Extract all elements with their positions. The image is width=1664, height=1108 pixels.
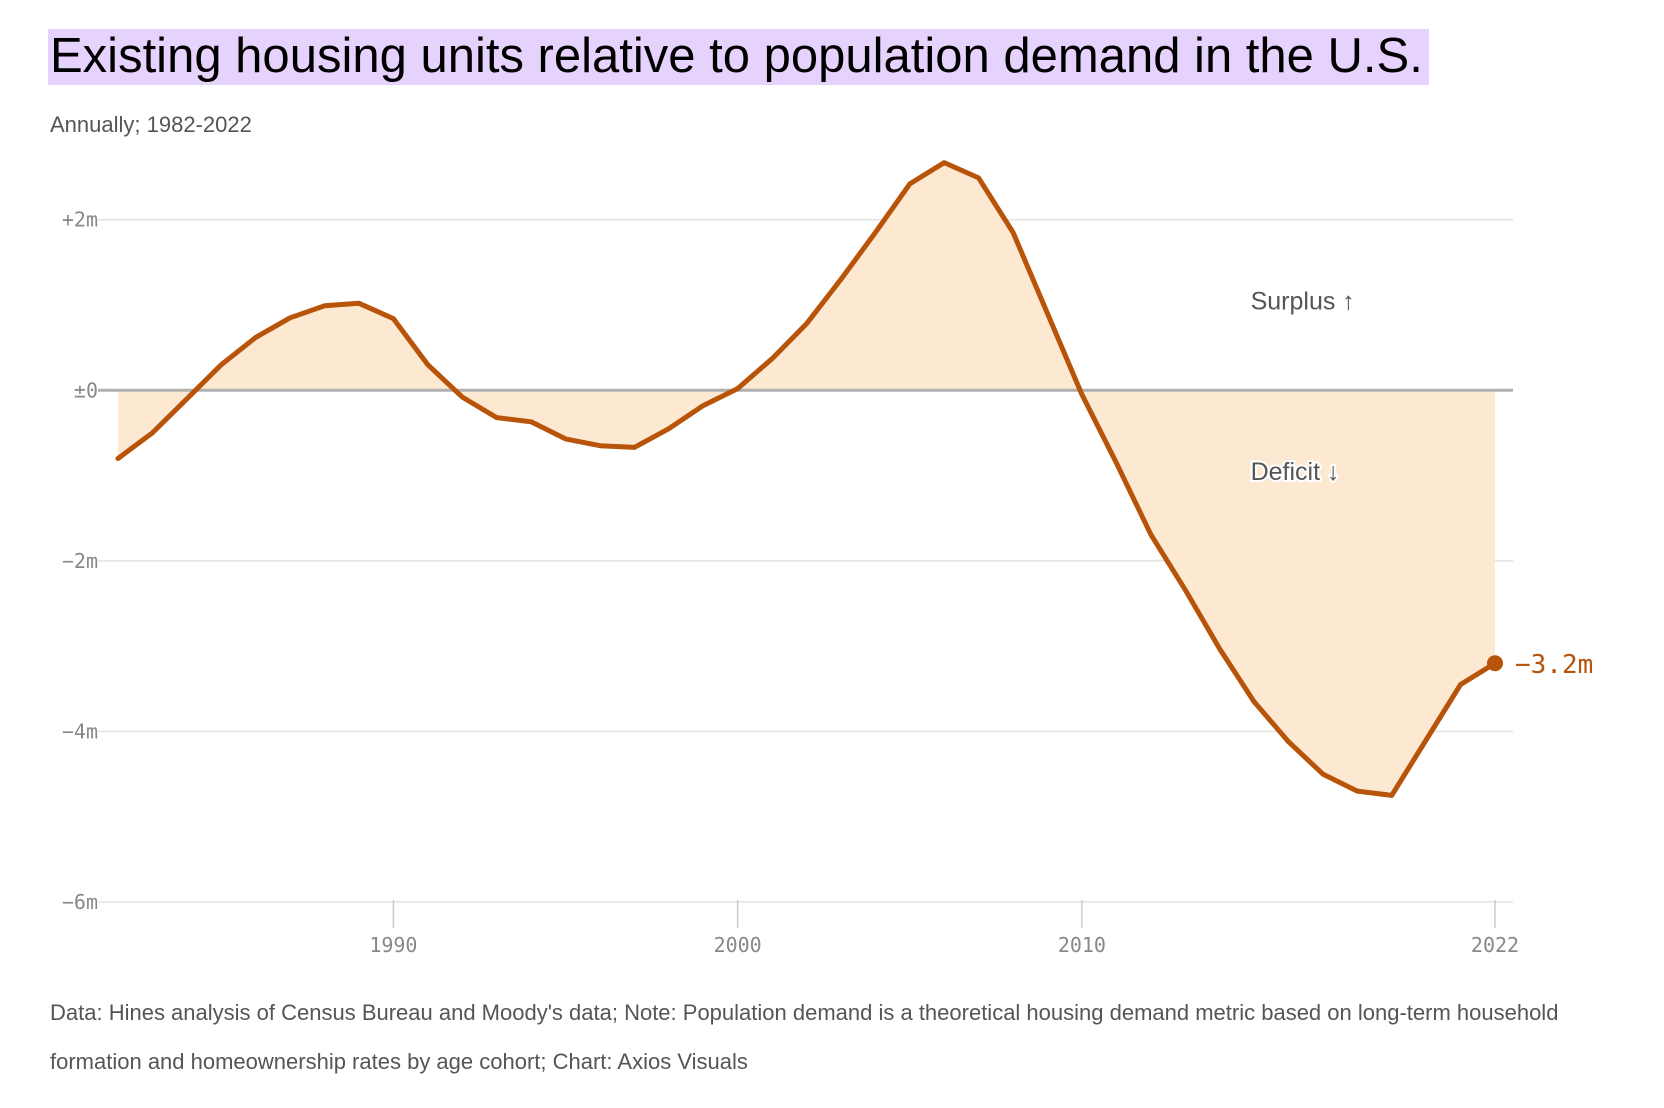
source-note: Data: Hines analysis of Census Bureau an… <box>50 1000 1559 1074</box>
chart-title-text: Existing housing units relative to popul… <box>48 29 1429 85</box>
x-tick-label: 2010 <box>1058 933 1106 957</box>
x-axis: 1990 2000 2010 2022 <box>369 900 1519 957</box>
y-tick-label: −2m <box>62 549 98 573</box>
y-tick-label: −4m <box>62 719 98 743</box>
end-point-marker <box>1487 655 1503 672</box>
y-tick-label: ±0 <box>74 378 98 402</box>
y-axis: +2m ±0 −2m −4m −6m <box>62 208 98 914</box>
deficit-annotation: Deficit ↓ <box>1251 458 1340 486</box>
x-tick-label: 2022 <box>1471 933 1519 957</box>
y-tick-label: −6m <box>62 890 98 914</box>
x-tick-label: 2000 <box>714 933 762 957</box>
chart-subtitle: Annually; 1982-2022 <box>50 112 252 137</box>
y-tick-label: +2m <box>62 208 98 232</box>
area-chart: 1990 2000 2010 2022 +2m ±0 −2m −4m −6m Surplus … <box>62 160 1593 957</box>
area-fill <box>118 162 1495 796</box>
series-line <box>115 160 1498 798</box>
surplus-annotation: Surplus ↑ <box>1251 287 1355 315</box>
chart-title: Existing housing units relative to popul… <box>48 28 1429 85</box>
x-tick-label: 1990 <box>369 933 417 957</box>
end-value-label: −3.2m <box>1515 650 1593 680</box>
